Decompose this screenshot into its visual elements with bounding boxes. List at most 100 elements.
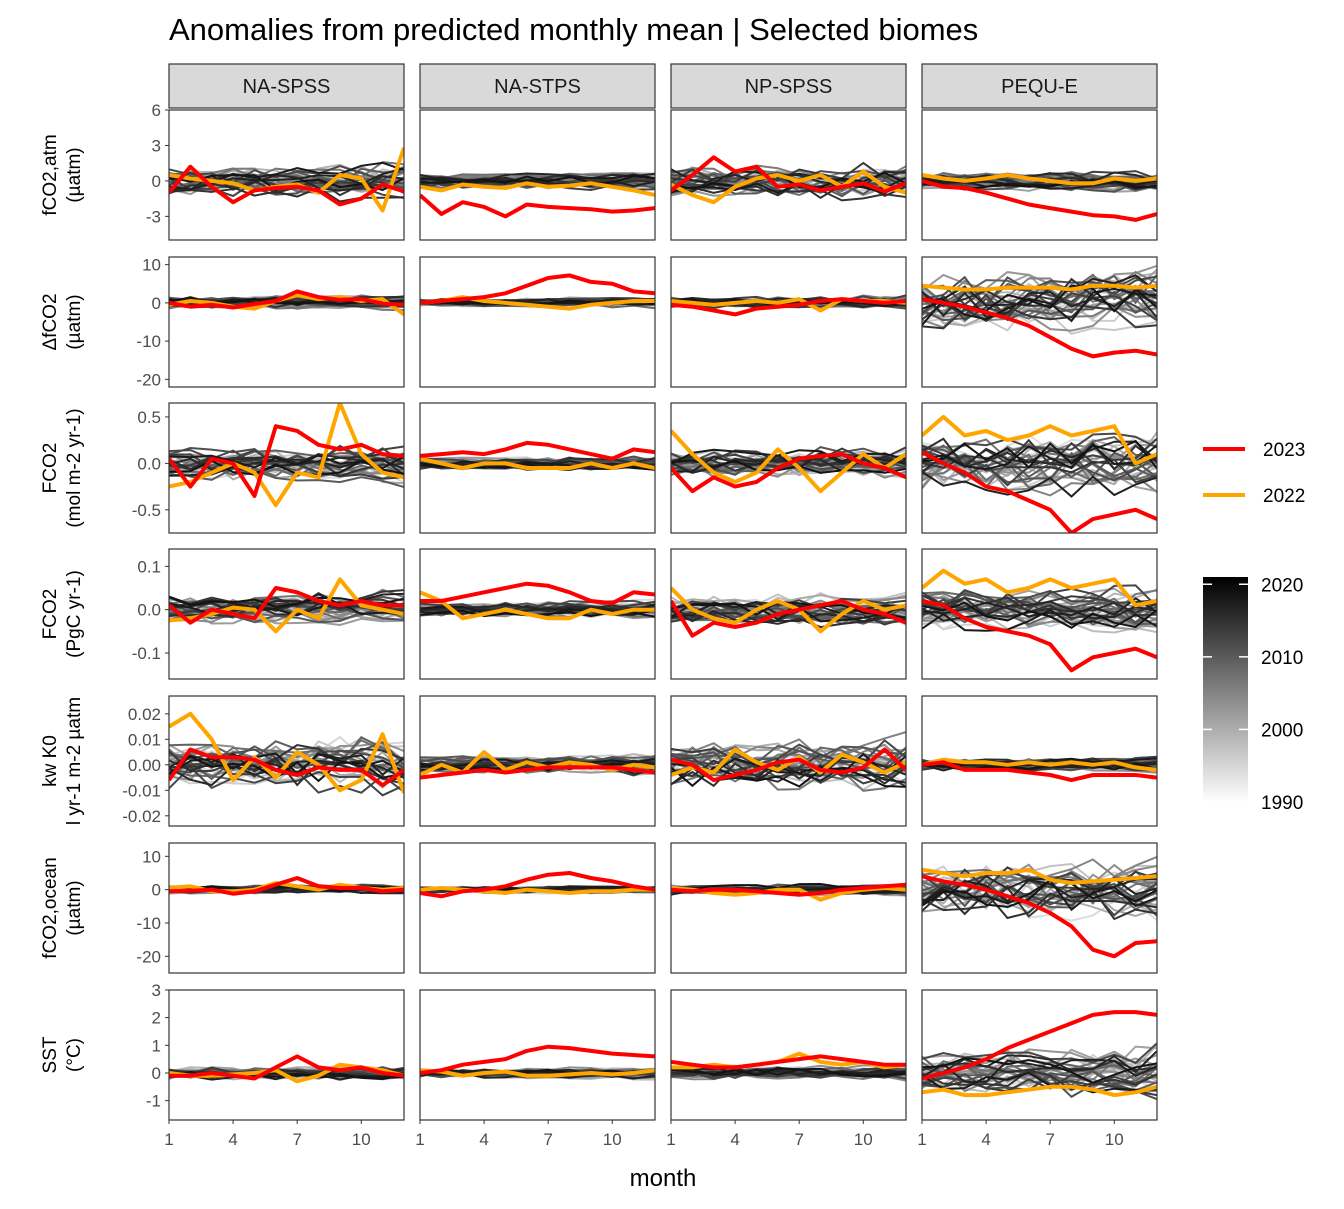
y-tick-label: 0.02: [128, 705, 161, 724]
x-tick-label: 7: [1045, 1130, 1054, 1149]
facet-strip: [419, 63, 656, 109]
series-2023-line: [922, 450, 1157, 533]
x-tick-label: 7: [794, 1130, 803, 1149]
facet-row-label: FCO2 (PgC yr-1): [40, 570, 85, 658]
facet-row-label-line: (PgC yr-1): [64, 570, 85, 658]
background-year-line: [922, 447, 1157, 482]
facet-panel: [419, 109, 656, 241]
series-2022-line: [922, 568, 1157, 608]
facet-row-label-line: fCO2,atm: [40, 134, 61, 215]
background-year-line: [922, 608, 1157, 632]
series-2023-line: [671, 599, 906, 638]
facet-row-label: ΔfCO2 (µatm): [40, 293, 85, 350]
background-year-line: [922, 880, 1157, 908]
colorbar: [1203, 577, 1248, 802]
background-year-line: [922, 763, 1157, 772]
background-year-line: [671, 594, 906, 605]
background-year-line: [922, 290, 1157, 322]
facet-panel: [921, 842, 1158, 974]
x-tick-label: 4: [730, 1130, 739, 1149]
background-year-line: [922, 443, 1157, 471]
panel-border: [168, 256, 405, 388]
facet-panel: [921, 109, 1158, 241]
panel-border: [670, 548, 907, 680]
facet-row-label-line: fCO2,ocean: [40, 857, 61, 958]
facet-panel: [419, 695, 656, 827]
x-tick-label: 7: [543, 1130, 552, 1149]
y-tick-label: 0: [152, 1064, 161, 1083]
x-tick-label: 4: [479, 1130, 488, 1149]
series-2022-line: [169, 577, 404, 634]
series-2023-line: [169, 424, 404, 498]
background-year-line: [922, 439, 1157, 470]
panel-border: [419, 402, 656, 534]
colorbar-tick-label: 2000: [1261, 720, 1303, 741]
y-tick-label: -20: [136, 947, 161, 966]
background-year-line: [922, 1071, 1157, 1094]
background-year-line: [922, 433, 1157, 463]
series-2023-line: [671, 155, 906, 194]
panel-border: [670, 842, 907, 974]
panel-border: [419, 989, 656, 1121]
y-tick-label: -10: [136, 332, 161, 351]
background-year-line: [169, 592, 404, 610]
background-year-line: [922, 605, 1157, 628]
facet-row-label-line: l yr-1 m-2 µatm: [64, 697, 85, 825]
background-year-line: [922, 587, 1157, 611]
background-year-line: [671, 601, 906, 616]
y-tick-label: -20: [136, 370, 161, 389]
series-2022-line: [922, 1084, 1157, 1098]
background-year-line: [922, 1069, 1157, 1091]
background-year-line: [169, 761, 404, 797]
series-2023-line: [420, 581, 655, 606]
panel-border: [670, 989, 907, 1121]
background-year-line: [671, 744, 906, 770]
series-2023-line: [922, 1010, 1157, 1081]
facet-panel: [921, 695, 1158, 827]
background-year-line: [671, 759, 906, 788]
panel-border: [168, 695, 405, 827]
y-tick-label: 0.1: [137, 557, 161, 576]
background-year-line: [169, 736, 404, 765]
y-tick-label: -0.01: [122, 781, 161, 800]
series-2022-line: [922, 867, 1157, 885]
background-year-line: [671, 609, 906, 624]
facet-panel: [419, 989, 656, 1121]
y-tick-label: -3: [146, 207, 161, 226]
facet-strip-label: NP-SPSS: [745, 76, 833, 98]
background-year-line: [922, 1042, 1157, 1064]
facet-row-label-line: kw K0: [40, 735, 61, 787]
y-tick-label: 0: [152, 294, 161, 313]
series-2023-line: [420, 1044, 655, 1075]
series-2023-line: [671, 747, 906, 783]
y-tick-label: -0.02: [122, 807, 161, 826]
panel-border: [670, 256, 907, 388]
facet-panel: [670, 109, 907, 241]
background-year-line: [169, 165, 404, 184]
background-year-line: [922, 1048, 1157, 1076]
panel-border: [921, 842, 1158, 974]
x-tick-label: 10: [854, 1130, 873, 1149]
background-year-line: [922, 1058, 1157, 1083]
facet-row-label: fCO2,ocean (µatm): [40, 857, 85, 958]
series-2023-line: [420, 440, 655, 461]
facet-panel: [921, 989, 1158, 1121]
facet-row-label: FCO2 (mol m-2 yr-1): [40, 408, 85, 527]
series-2022-line: [671, 586, 906, 634]
series-2023-line: [420, 193, 655, 219]
panel-border: [921, 989, 1158, 1121]
y-tick-label: 6: [152, 101, 161, 120]
chart-title: Anomalies from predicted monthly mean | …: [169, 12, 978, 47]
x-tick-label: 1: [666, 1130, 675, 1149]
panel-border: [168, 109, 405, 241]
facet-strips: NA-SPSS NA-STPS NP-SPSS PEQU-E: [168, 63, 1158, 109]
colorbar-tick-label: 2010: [1261, 648, 1303, 669]
colorbar-tick-label: 2020: [1261, 575, 1303, 596]
y-tick-label: 10: [142, 256, 161, 275]
x-tick-label: 7: [292, 1130, 301, 1149]
panel-border: [921, 402, 1158, 534]
series-2022-line: [922, 757, 1157, 772]
facet-strip: [168, 63, 405, 109]
series-2022-line: [420, 590, 655, 621]
background-year-line: [922, 596, 1157, 618]
